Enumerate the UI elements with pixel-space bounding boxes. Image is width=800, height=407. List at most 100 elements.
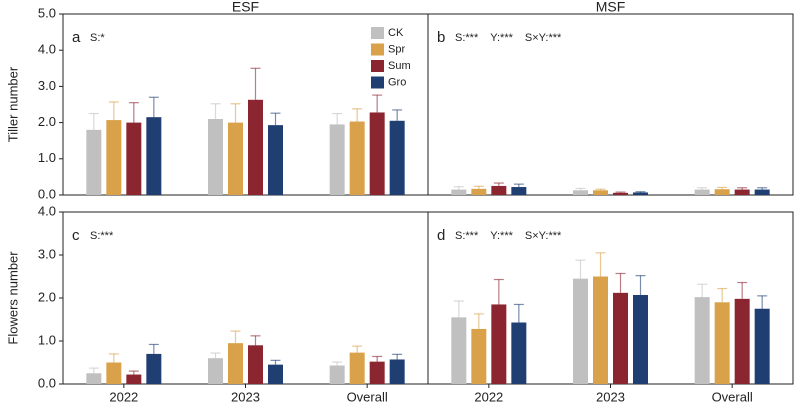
bar xyxy=(86,373,102,384)
error-bar xyxy=(513,303,524,323)
bar xyxy=(268,364,283,384)
legend-swatch xyxy=(371,76,384,89)
panel-label: d xyxy=(437,227,445,244)
bar xyxy=(573,278,588,384)
bar xyxy=(491,304,507,384)
error-bar xyxy=(372,94,383,113)
y-tick-label: 2.0 xyxy=(38,114,56,129)
bar xyxy=(106,120,122,195)
error-bar xyxy=(128,102,139,123)
x-tick-label: 2022 xyxy=(474,389,503,404)
annotation: S:*** xyxy=(455,230,479,242)
error-bar xyxy=(757,295,768,309)
error-bar xyxy=(575,187,586,191)
error-bar xyxy=(250,67,261,100)
error-bar xyxy=(148,96,159,118)
bar xyxy=(754,308,770,384)
error-bar xyxy=(108,101,119,121)
error-bar xyxy=(250,335,261,346)
error-bar xyxy=(372,355,383,362)
bar xyxy=(126,122,142,195)
error-bar xyxy=(717,287,728,303)
bar xyxy=(228,343,243,384)
bar xyxy=(511,187,527,195)
column-title: ESF xyxy=(232,0,259,15)
error-bar xyxy=(392,109,403,121)
bar xyxy=(754,189,770,195)
bar xyxy=(228,122,243,195)
bar xyxy=(389,359,405,384)
column-title: MSF xyxy=(596,0,626,15)
plot-frame xyxy=(62,211,429,385)
legend-swatch xyxy=(371,60,384,72)
legend-label: Gro xyxy=(388,76,406,88)
error-bar xyxy=(717,186,728,190)
bar xyxy=(714,302,730,384)
error-bar xyxy=(148,343,159,354)
error-bar xyxy=(210,352,221,359)
error-bar xyxy=(210,103,221,119)
error-bar xyxy=(493,278,504,305)
legend-label: Sum xyxy=(388,60,411,72)
y-axis-label: Tiller number xyxy=(5,66,20,142)
annotation: S:*** xyxy=(455,32,479,44)
error-bar xyxy=(270,112,281,126)
bar xyxy=(389,120,405,195)
annotation: Y:*** xyxy=(490,230,513,242)
x-tick-label: Overall xyxy=(712,389,753,404)
error-bar xyxy=(635,191,646,193)
y-tick-label: 2.0 xyxy=(38,289,56,304)
bar xyxy=(349,352,365,384)
y-tick-label: 1.0 xyxy=(38,332,56,347)
error-bar xyxy=(332,361,343,366)
bar xyxy=(86,129,102,195)
bar xyxy=(633,192,648,195)
bar xyxy=(329,124,345,195)
error-bar xyxy=(332,112,343,125)
bar xyxy=(491,185,507,195)
error-bar xyxy=(473,185,484,189)
error-bar xyxy=(513,183,524,188)
annotation: S×Y:*** xyxy=(525,32,562,44)
bar xyxy=(369,112,385,195)
error-bar xyxy=(453,300,464,318)
bar xyxy=(329,365,345,384)
panel-label: a xyxy=(72,29,81,46)
error-bar xyxy=(352,345,363,353)
bar xyxy=(613,192,628,195)
error-bar xyxy=(108,353,119,363)
bar xyxy=(694,189,710,195)
error-bar xyxy=(615,191,626,193)
error-bar xyxy=(595,188,606,191)
bar xyxy=(106,362,122,384)
error-bar xyxy=(615,272,626,293)
bar xyxy=(633,294,648,384)
error-bar xyxy=(595,252,606,277)
x-tick-label: 2023 xyxy=(231,389,260,404)
y-tick-label: 3.0 xyxy=(38,78,56,93)
panel-label: c xyxy=(72,227,80,244)
error-bar xyxy=(697,283,708,298)
error-bar xyxy=(128,370,139,375)
bar xyxy=(714,189,730,195)
error-bar xyxy=(88,367,99,374)
annotation: S:*** xyxy=(90,230,114,242)
annotation: Y:*** xyxy=(490,32,513,44)
bar xyxy=(511,322,527,384)
annotation: S×Y:*** xyxy=(525,230,562,242)
error-bar xyxy=(737,187,748,190)
error-bar xyxy=(473,313,484,329)
x-tick-label: 2023 xyxy=(596,389,625,404)
bar xyxy=(471,328,487,384)
bar xyxy=(613,292,628,384)
bar xyxy=(471,188,487,195)
error-bar xyxy=(88,112,99,130)
error-bar xyxy=(453,186,464,190)
legend-swatch xyxy=(371,27,384,39)
y-tick-label: 1.0 xyxy=(38,150,56,165)
plot-frame xyxy=(427,13,794,196)
error-bar xyxy=(230,103,241,123)
y-tick-label: 4.0 xyxy=(38,42,56,57)
bar xyxy=(734,298,750,384)
